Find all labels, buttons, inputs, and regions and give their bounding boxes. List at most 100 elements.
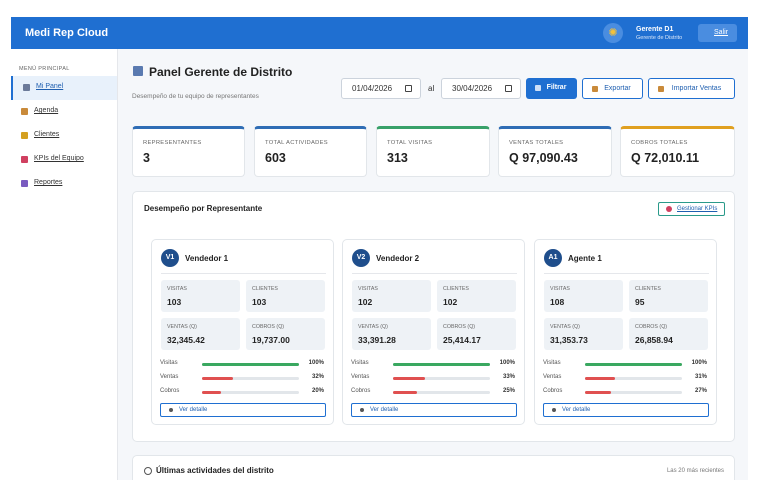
bar-fill — [202, 377, 234, 380]
manage-kpis-button[interactable]: Gestionar KPIs — [658, 202, 725, 216]
bar-label: Cobros — [543, 388, 563, 394]
stat-box: VENTAS (Q) 31,353.73 — [544, 318, 623, 350]
stat-label: VISITAS — [358, 286, 378, 292]
bar-label: Ventas — [543, 374, 562, 380]
header: Medi Rep Cloud ✺ Gerente D1 Gerente de Dist… — [11, 17, 748, 49]
date-value: 30/04/2026 — [452, 84, 493, 93]
bar-fill — [202, 363, 299, 366]
logout-button[interactable]: Salir — [698, 24, 737, 42]
bar-value: 27% — [694, 388, 707, 394]
kpi-value: 603 — [265, 151, 286, 165]
bar-track — [202, 377, 299, 380]
button-icon — [535, 85, 541, 91]
bar-track — [202, 391, 299, 394]
button[interactable]: Exportar — [582, 78, 643, 99]
rep-card: V1 Vendedor 1 VISITAS 103 CLIENTES 103 VENTAS … — [151, 239, 334, 425]
bar-track — [585, 377, 682, 380]
bar-value: 25% — [502, 388, 515, 394]
rep-avatar: A1 — [544, 249, 562, 267]
button[interactable]: Importar Ventas — [648, 78, 735, 99]
rep-name: Vendedor 2 — [376, 254, 420, 263]
stat-value: 31,353.73 — [550, 335, 588, 345]
bar-label: Cobros — [160, 388, 180, 394]
date-sep: al — [428, 84, 435, 93]
recent-icon — [144, 467, 152, 475]
stat-box: COBROS (Q) 26,858.94 — [629, 318, 708, 350]
rep-avatar: V2 — [352, 249, 370, 267]
stat-label: VENTAS (Q) — [550, 324, 580, 330]
kpi-card: TOTAL VISITAS 313 — [376, 126, 490, 177]
bar-track — [393, 377, 490, 380]
bar-track — [585, 391, 682, 394]
stat-label: COBROS (Q) — [635, 324, 668, 330]
stat-value: 103 — [167, 297, 182, 307]
stat-value: 32,345.42 — [167, 335, 205, 345]
page-title: Panel Gerente de Distrito — [149, 65, 293, 79]
bar-value: 32% — [311, 374, 324, 380]
stat-label: CLIENTES — [443, 286, 469, 292]
kpi-label: REPRESENTANTES — [143, 140, 202, 146]
detail-button[interactable]: Ver detalle — [351, 403, 517, 417]
kpi-value: 313 — [387, 151, 408, 165]
stat-label: CLIENTES — [252, 286, 278, 292]
rep-name: Agente 1 — [568, 254, 602, 263]
stat-label: VISITAS — [550, 286, 570, 292]
brand: Medi Rep Cloud — [25, 27, 109, 39]
calendar-icon — [505, 85, 512, 92]
bar-fill — [585, 377, 616, 380]
date-input[interactable]: 01/04/2026 — [341, 78, 421, 99]
menu-label: KPIs del Equipo — [34, 155, 84, 162]
button[interactable]: Filtrar — [526, 78, 577, 99]
bar-fill — [393, 363, 490, 366]
menu-item[interactable]: Agenda — [11, 100, 117, 124]
menu-icon — [21, 132, 28, 139]
bar-label: Visitas — [160, 360, 178, 366]
bar-label: Visitas — [351, 360, 369, 366]
menu-label: Reportes — [34, 179, 63, 186]
page-subtitle: Desempeño de tu equipo de representantes — [132, 93, 259, 100]
stat-value: 19,737.00 — [252, 335, 290, 345]
bar-fill — [393, 377, 425, 380]
stat-value: 95 — [635, 297, 645, 307]
stat-label: VENTAS (Q) — [167, 324, 197, 330]
bar-fill — [393, 391, 418, 394]
kpi-value: Q 72,010.11 — [631, 151, 700, 165]
bar-value: 100% — [308, 360, 324, 366]
menu-item[interactable]: Mi Panel — [11, 76, 117, 100]
stat-box: CLIENTES 103 — [246, 280, 325, 312]
date-input[interactable]: 30/04/2026 — [441, 78, 521, 99]
detail-button[interactable]: Ver detalle — [160, 403, 326, 417]
stat-box: VISITAS 102 — [352, 280, 431, 312]
kpi-label: TOTAL ACTIVIDADES — [265, 140, 328, 146]
rep-name: Vendedor 1 — [185, 254, 229, 263]
detail-button[interactable]: Ver detalle — [543, 403, 709, 417]
bar-fill — [585, 363, 682, 366]
stat-box: COBROS (Q) 19,737.00 — [246, 318, 325, 350]
stat-box: VISITAS 108 — [544, 280, 623, 312]
user-role: Gerente de Distrito — [636, 35, 683, 41]
bar-label: Ventas — [160, 374, 179, 380]
stat-value: 26,858.94 — [635, 335, 673, 345]
menu-item[interactable]: Clientes — [11, 124, 117, 148]
stat-box: VENTAS (Q) 32,345.42 — [161, 318, 240, 350]
rep-card: A1 Agente 1 VISITAS 108 CLIENTES 95 VENTAS (Q)… — [534, 239, 717, 425]
kpi-card: COBROS TOTALES Q 72,010.11 — [620, 126, 735, 177]
menu-label: Clientes — [34, 131, 60, 138]
rep-avatar: V1 — [161, 249, 179, 267]
kpi-value: 3 — [143, 151, 150, 165]
detail-icon — [552, 408, 556, 412]
bar-value: 20% — [311, 388, 324, 394]
bar-value: 33% — [502, 374, 515, 380]
menu-item[interactable]: KPIs del Equipo — [11, 148, 117, 172]
panel-title: Desempeño por Representante — [144, 204, 263, 213]
button-label: Exportar — [604, 85, 631, 92]
stat-value: 103 — [252, 297, 267, 307]
divider — [161, 273, 326, 274]
kpi-card: TOTAL ACTIVIDADES 603 — [254, 126, 367, 177]
recent-note: Las 20 más recientes — [666, 468, 724, 474]
menu-item[interactable]: Reportes — [11, 172, 117, 196]
stat-box: VENTAS (Q) 33,391.28 — [352, 318, 431, 350]
detail-icon — [169, 408, 173, 412]
user-name: Gerente D1 — [636, 26, 674, 33]
stat-value: 33,391.28 — [358, 335, 396, 345]
